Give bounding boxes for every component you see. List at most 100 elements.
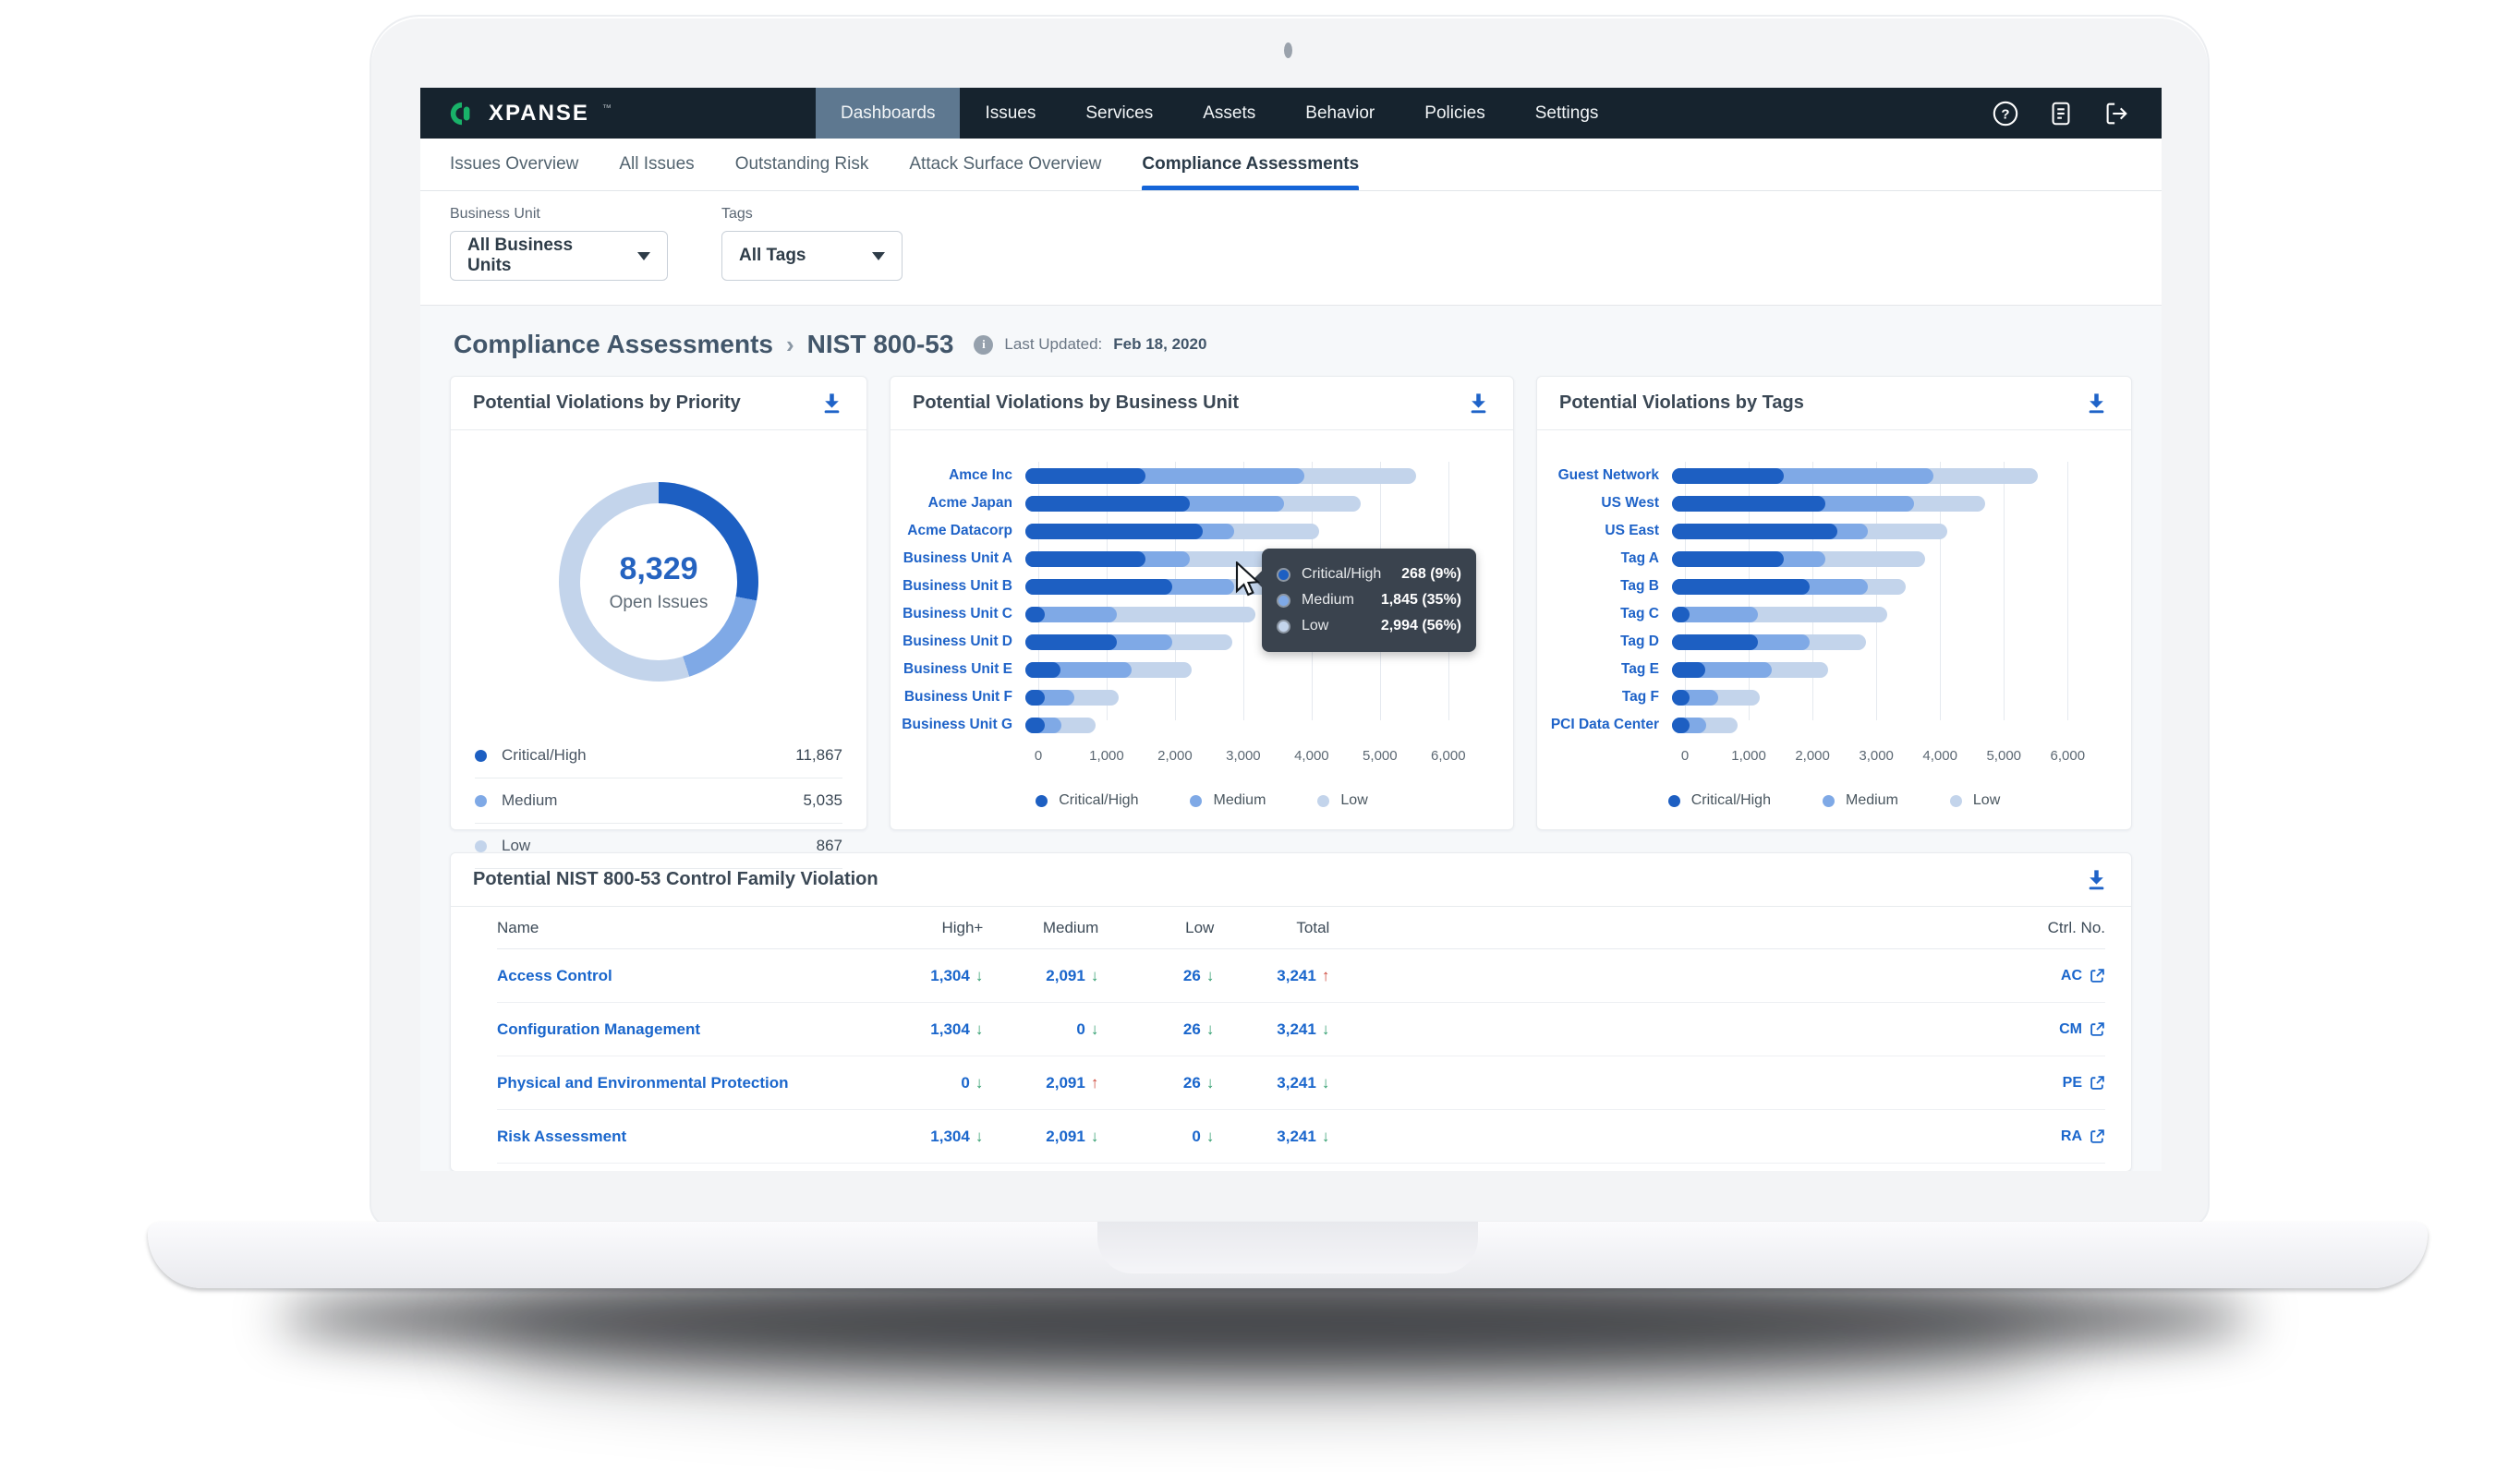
bar-segment-critical[interactable]	[1025, 495, 1190, 512]
chart-legend: Critical/High Medium Low	[890, 792, 1513, 809]
trend-down-icon: ↓	[1090, 1020, 1099, 1038]
bar-segment-medium[interactable]	[1672, 606, 1758, 622]
logout-icon[interactable]	[2102, 100, 2130, 127]
tab-issues-overview[interactable]: Issues Overview	[450, 154, 579, 174]
bar-segment-critical[interactable]	[1025, 717, 1045, 733]
nav-item-assets[interactable]: Assets	[1203, 103, 1256, 123]
tags-select[interactable]: All Tags	[721, 231, 903, 281]
bar-segment-critical[interactable]	[1025, 550, 1145, 567]
download-icon[interactable]	[2084, 391, 2109, 416]
brand-logo[interactable]: XPANSE ™	[420, 88, 668, 139]
download-icon[interactable]	[819, 391, 844, 416]
bar-segment-medium[interactable]	[1025, 606, 1118, 622]
category-label[interactable]: US West	[1601, 495, 1659, 511]
business-unit-chart-body: Critical/High 268 (9%) Medium 1,845 (35%) Lo…	[890, 430, 1513, 809]
bar-segment-critical[interactable]	[1025, 606, 1045, 622]
category-label[interactable]: Business Unit D	[903, 633, 1012, 649]
tooltip-value: 268 (9%)	[1401, 566, 1461, 582]
nav-item-policies[interactable]: Policies	[1424, 103, 1485, 123]
category-label[interactable]: Acme Datacorp	[907, 523, 1012, 538]
low-dot-icon	[1277, 619, 1290, 633]
bar-segment-critical[interactable]	[1672, 495, 1826, 512]
nav-item-behavior[interactable]: Behavior	[1305, 103, 1375, 123]
legend-item: Critical/High	[1036, 792, 1138, 809]
tab-all-issues[interactable]: All Issues	[619, 154, 695, 174]
category-label[interactable]: Tag C	[1620, 606, 1659, 621]
bar-segment-critical[interactable]	[1025, 578, 1173, 595]
top-navbar: XPANSE ™ Dashboards Issues Services Assets B…	[420, 88, 2162, 139]
bar-segment-critical[interactable]	[1672, 550, 1785, 567]
category-label[interactable]: Tag B	[1620, 578, 1659, 594]
table-body: Access Control 1,304 ↓ 2,091 ↓ 26 ↓ 3,241 ↑ AC Con…	[497, 949, 2105, 1164]
category-label[interactable]: Business Unit B	[903, 578, 1012, 594]
control-family-link[interactable]: Configuration Management	[497, 1020, 867, 1039]
open-issues-label: Open Issues	[609, 592, 709, 612]
ctrl-code: AC	[2060, 967, 2082, 983]
tab-outstanding-risk[interactable]: Outstanding Risk	[734, 154, 869, 174]
category-label[interactable]: Business Unit C	[903, 606, 1012, 621]
bar-segment-critical[interactable]	[1672, 717, 1690, 733]
control-family-link[interactable]: Access Control	[497, 967, 867, 985]
category-label[interactable]: US East	[1605, 523, 1659, 538]
business-unit-select[interactable]: All Business Units	[450, 231, 668, 281]
bar-segment-critical[interactable]	[1672, 689, 1690, 706]
category-label[interactable]: Acme Japan	[927, 495, 1012, 511]
primary-nav-menu: Dashboards Issues Services Assets Behavior Po…	[816, 88, 1623, 139]
x-axis-tick: 5,000	[1363, 748, 1398, 764]
tab-attack-surface-overview[interactable]: Attack Surface Overview	[909, 154, 1102, 174]
bar-track	[1025, 523, 1469, 539]
ctrl-no-link[interactable]: RA	[2061, 1128, 2105, 1145]
tab-compliance-assessments[interactable]: Compliance Assessments	[1142, 139, 1359, 190]
bar-segment-critical[interactable]	[1025, 633, 1118, 650]
metric-value: 1,304	[930, 1127, 970, 1145]
nav-item-settings[interactable]: Settings	[1534, 103, 1599, 123]
category-label[interactable]: Business Unit E	[903, 661, 1012, 677]
tags-value: All Tags	[739, 246, 806, 265]
bar-track	[1672, 633, 2087, 650]
legend-label: Low	[1972, 792, 2001, 808]
category-label[interactable]: Tag E	[1620, 661, 1659, 677]
category-label[interactable]: Amce Inc	[949, 467, 1012, 483]
bar-segment-critical[interactable]	[1025, 661, 1061, 678]
category-label[interactable]: Business Unit F	[903, 689, 1012, 705]
download-icon[interactable]	[2084, 867, 2109, 892]
control-family-link[interactable]: Risk Assessment	[497, 1128, 867, 1146]
dashboard-tabs: Issues Overview All Issues Outstanding Ris…	[420, 139, 2162, 191]
ctrl-no-cell: AC	[2004, 968, 2105, 984]
trend-down-icon: ↓	[1321, 1020, 1330, 1038]
category-label[interactable]: Tag A	[1620, 550, 1659, 566]
bar-segment-critical[interactable]	[1025, 689, 1045, 706]
help-icon[interactable]: ?	[1992, 100, 2019, 127]
trend-down-icon: ↓	[975, 1073, 984, 1092]
release-notes-icon[interactable]	[2047, 100, 2075, 127]
nav-utility-icons: ?	[1992, 88, 2162, 139]
bar-segment-critical[interactable]	[1672, 523, 1838, 539]
category-label[interactable]: Tag F	[1621, 689, 1659, 705]
bar-segment-critical[interactable]	[1672, 606, 1690, 622]
bar-segment-critical[interactable]	[1672, 633, 1758, 650]
nav-item-issues[interactable]: Issues	[985, 103, 1036, 123]
bar-segment-critical[interactable]	[1672, 661, 1705, 678]
ctrl-no-link[interactable]: AC	[2061, 968, 2105, 984]
bar-segment-critical[interactable]	[1025, 523, 1203, 539]
category-label[interactable]: Business Unit G	[902, 717, 1012, 732]
x-axis-tick: 1,000	[1731, 748, 1766, 764]
bar-row: Business Unit D	[890, 628, 1513, 656]
control-family-link[interactable]: Physical and Environmental Protection	[497, 1074, 867, 1092]
laptop-base	[148, 1222, 2428, 1288]
category-label[interactable]: Tag D	[1620, 633, 1659, 649]
download-icon[interactable]	[1466, 391, 1491, 416]
nav-item-dashboards[interactable]: Dashboards	[816, 88, 961, 139]
category-label[interactable]: Business Unit A	[903, 550, 1012, 566]
bar-segment-critical[interactable]	[1025, 467, 1145, 484]
legend-label: Medium	[1845, 792, 1898, 808]
ctrl-no-link[interactable]: PE	[2063, 1075, 2105, 1092]
category-label[interactable]: Guest Network	[1557, 467, 1659, 483]
bar-track	[1025, 578, 1469, 595]
category-label[interactable]: PCI Data Center	[1550, 717, 1659, 732]
ctrl-no-link[interactable]: CM	[2059, 1021, 2105, 1038]
bar-segment-critical[interactable]	[1672, 578, 1810, 595]
bar-segment-critical[interactable]	[1672, 467, 1785, 484]
business-unit-value: All Business Units	[467, 235, 574, 275]
nav-item-services[interactable]: Services	[1085, 103, 1154, 123]
